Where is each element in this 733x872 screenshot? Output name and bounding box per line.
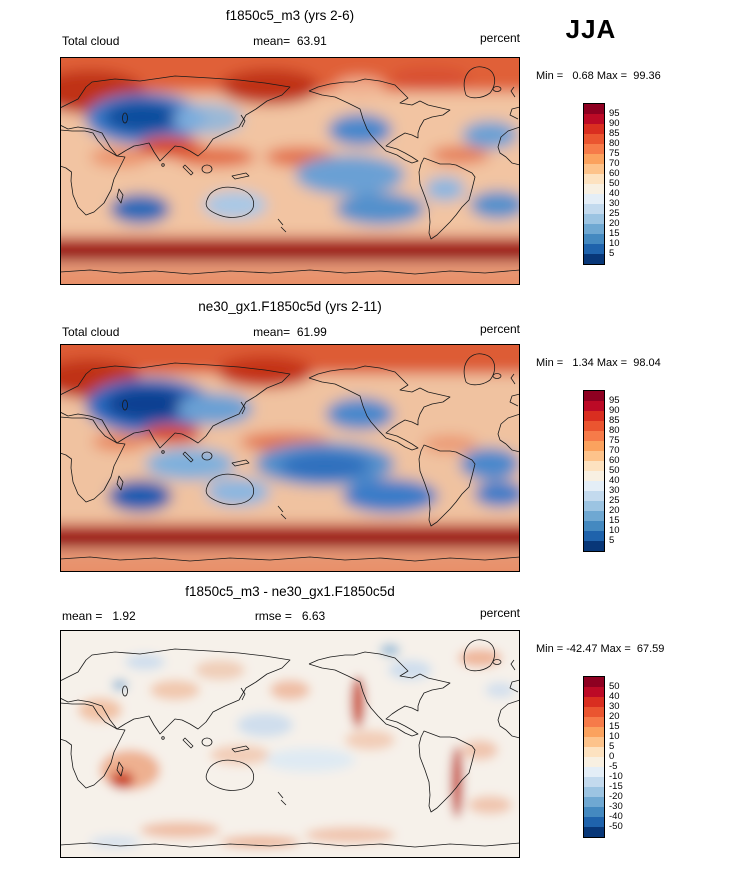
panel2-units-label: percent (479, 322, 520, 336)
map-panel-2-total-cloud-case2 (60, 344, 520, 572)
panel1-mean-label: mean= 63.91 (253, 34, 327, 48)
panel2-mean-label: mean= 61.99 (253, 325, 327, 339)
season-label: JJA (565, 14, 617, 44)
panel3-units-label: percent (479, 606, 520, 620)
map-panel-1-total-cloud-case1 (60, 57, 520, 285)
panel1-variable-label: Total cloud (62, 34, 120, 48)
panel1-minmax: Min = 0.68 Max = 99.36 (536, 70, 661, 82)
map-panel-3-difference (60, 630, 520, 858)
panel3-rmse-label: rmse = 6.63 (254, 609, 326, 623)
panel3-mean-label: mean = 1.92 (62, 609, 136, 623)
panel2-variable-label: Total cloud (62, 325, 120, 339)
panel3-colorbar (583, 676, 605, 838)
panel1-units-label: percent (479, 31, 520, 45)
panel2-colorbar (583, 390, 605, 552)
panel3-title: f1850c5_m3 - ne30_gx1.F1850c5d (185, 584, 395, 599)
panel2-minmax: Min = 1.34 Max = 98.04 (536, 357, 661, 369)
panel2-title: ne30_gx1.F1850c5d (yrs 2-11) (198, 299, 382, 314)
panel3-minmax: Min = -42.47 Max = 67.59 (536, 643, 665, 655)
panel1-title: f1850c5_m3 (yrs 2-6) (225, 8, 355, 23)
panel1-colorbar (583, 103, 605, 265)
